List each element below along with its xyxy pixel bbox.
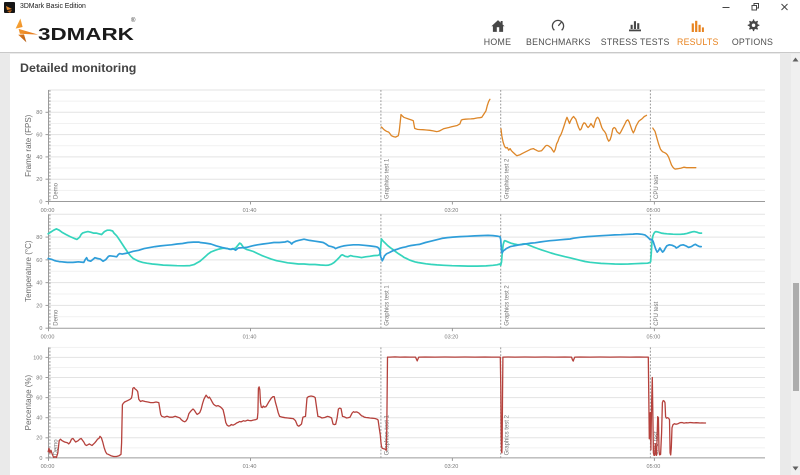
svg-text:Graphics test 1: Graphics test 1 <box>385 285 391 326</box>
svg-text:40: 40 <box>36 416 42 422</box>
svg-text:CPU test: CPU test <box>654 175 660 199</box>
svg-text:80: 80 <box>36 110 42 116</box>
svg-text:00:00: 00:00 <box>41 208 55 214</box>
svg-text:Frame rate (FPS): Frame rate (FPS) <box>24 114 33 177</box>
svg-text:00:00: 00:00 <box>41 335 55 341</box>
svg-text:Graphics test 1: Graphics test 1 <box>385 414 391 455</box>
svg-text:Graphics test 2: Graphics test 2 <box>504 285 510 326</box>
svg-text:60: 60 <box>36 133 42 139</box>
svg-text:05:00: 05:00 <box>647 208 661 214</box>
svg-text:60: 60 <box>36 258 42 264</box>
svg-text:0: 0 <box>39 456 42 462</box>
svg-text:01:40: 01:40 <box>243 208 257 214</box>
svg-text:20: 20 <box>36 177 42 183</box>
svg-text:03:20: 03:20 <box>445 335 459 341</box>
svg-text:05:00: 05:00 <box>647 335 661 341</box>
svg-text:20: 20 <box>36 436 42 442</box>
svg-text:00:00: 00:00 <box>41 464 55 470</box>
svg-text:Graphics test 2: Graphics test 2 <box>504 158 510 199</box>
svg-text:CPU test: CPU test <box>654 301 660 325</box>
svg-text:80: 80 <box>36 375 42 381</box>
svg-text:80: 80 <box>36 235 42 241</box>
svg-text:Graphics test 1: Graphics test 1 <box>385 158 391 199</box>
svg-text:01:40: 01:40 <box>243 464 257 470</box>
svg-text:Graphics test 2: Graphics test 2 <box>504 414 510 455</box>
svg-text:Demo: Demo <box>54 182 60 199</box>
svg-text:40: 40 <box>36 155 42 161</box>
svg-text:Demo: Demo <box>54 439 60 456</box>
svg-text:0: 0 <box>39 199 42 205</box>
svg-text:40: 40 <box>36 281 42 287</box>
svg-text:03:20: 03:20 <box>445 208 459 214</box>
svg-text:Percentage (%): Percentage (%) <box>24 374 33 430</box>
svg-text:100: 100 <box>33 355 42 361</box>
svg-text:Demo: Demo <box>54 309 60 326</box>
svg-text:Temperature (°C): Temperature (°C) <box>24 240 33 302</box>
svg-text:60: 60 <box>36 396 42 402</box>
svg-text:0: 0 <box>39 326 42 332</box>
svg-text:20: 20 <box>36 303 42 309</box>
svg-text:01:40: 01:40 <box>243 335 257 341</box>
svg-text:03:20: 03:20 <box>445 464 459 470</box>
svg-text:05:00: 05:00 <box>647 464 661 470</box>
